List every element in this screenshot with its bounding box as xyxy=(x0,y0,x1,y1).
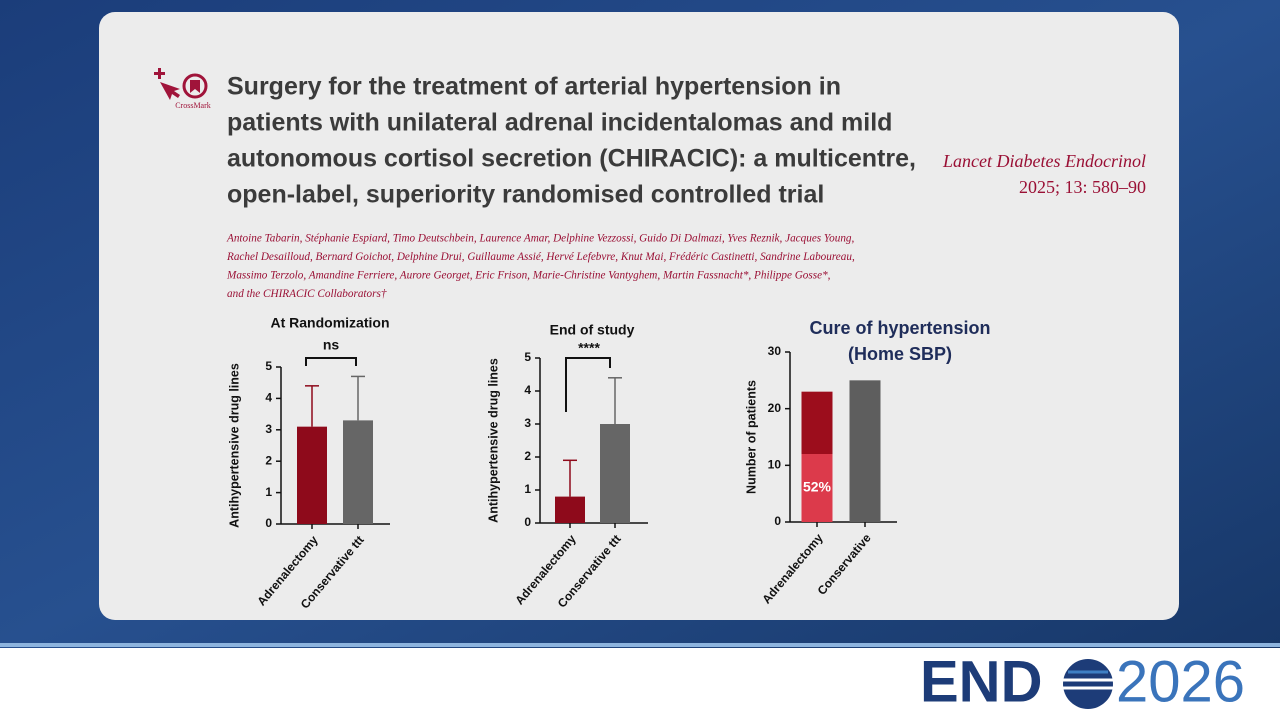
y-tick-label: 1 xyxy=(265,485,272,499)
author-line: and the CHIRACIC Collaborators† xyxy=(227,288,387,300)
significance-bracket xyxy=(565,357,611,412)
chart-title: At Randomization xyxy=(271,315,390,331)
crossmark-icon xyxy=(154,68,208,100)
y-tick-label: 5 xyxy=(524,350,531,364)
crossmark-label: CrossMark xyxy=(175,101,211,110)
y-tick-label: 2 xyxy=(265,453,272,467)
y-axis-label: Antihypertensive drug lines xyxy=(227,363,241,528)
significance-label: ns xyxy=(323,337,340,353)
bar xyxy=(343,420,373,524)
title-line: Surgery for the treatment of arterial hy… xyxy=(227,73,841,101)
y-tick-label: 30 xyxy=(768,344,782,358)
title-line: patients with unilateral adrenal inciden… xyxy=(227,109,892,137)
y-tick-label: 10 xyxy=(768,458,782,472)
bar-segment xyxy=(801,454,833,522)
y-tick-label: 0 xyxy=(265,516,272,530)
y-tick-label: 1 xyxy=(524,482,531,496)
bar xyxy=(555,496,585,523)
author-line: Rachel Desailloud, Bernard Goichot, Delp… xyxy=(226,251,855,263)
y-tick-label: 4 xyxy=(524,383,531,397)
citation: 2025; 13: 580–90 xyxy=(1019,177,1146,197)
y-tick-label: 4 xyxy=(265,391,272,405)
value-label: 52% xyxy=(803,479,832,495)
y-axis-label: Antihypertensive drug lines xyxy=(486,358,500,523)
y-tick-label: 5 xyxy=(265,359,272,373)
chart-title: End of study xyxy=(550,322,635,338)
y-tick-label: 20 xyxy=(768,401,782,415)
title-line: open-label, superiority randomised contr… xyxy=(227,181,824,209)
logo-globe xyxy=(1063,659,1113,709)
significance-label: **** xyxy=(578,340,600,356)
bar-segment xyxy=(849,380,881,522)
bar xyxy=(297,426,327,524)
title-line: autonomous cortisol secretion (CHIRACIC)… xyxy=(227,145,916,173)
y-tick-label: 3 xyxy=(524,416,531,430)
journal: Lancet Diabetes Endocrinol xyxy=(942,151,1146,171)
y-tick-label: 0 xyxy=(524,515,531,529)
logo-end: END xyxy=(920,649,1042,714)
y-tick-label: 3 xyxy=(265,422,272,436)
y-tick-label: 0 xyxy=(774,514,781,528)
chart-title: Cure of hypertension xyxy=(809,318,990,338)
bar xyxy=(600,424,630,523)
author-line: Massimo Terzolo, Amandine Ferriere, Auro… xyxy=(226,270,831,282)
y-tick-label: 2 xyxy=(524,449,531,463)
divider xyxy=(0,643,1280,647)
significance-bracket xyxy=(305,357,357,366)
chart-subtitle: (Home SBP) xyxy=(848,344,952,364)
bar-segment xyxy=(801,391,833,454)
logo-year: 2026 xyxy=(1116,649,1245,714)
y-axis-label: Number of patients xyxy=(744,380,758,494)
card xyxy=(99,12,1179,620)
author-line: Antoine Tabarin, Stéphanie Espiard, Timo… xyxy=(226,233,855,245)
